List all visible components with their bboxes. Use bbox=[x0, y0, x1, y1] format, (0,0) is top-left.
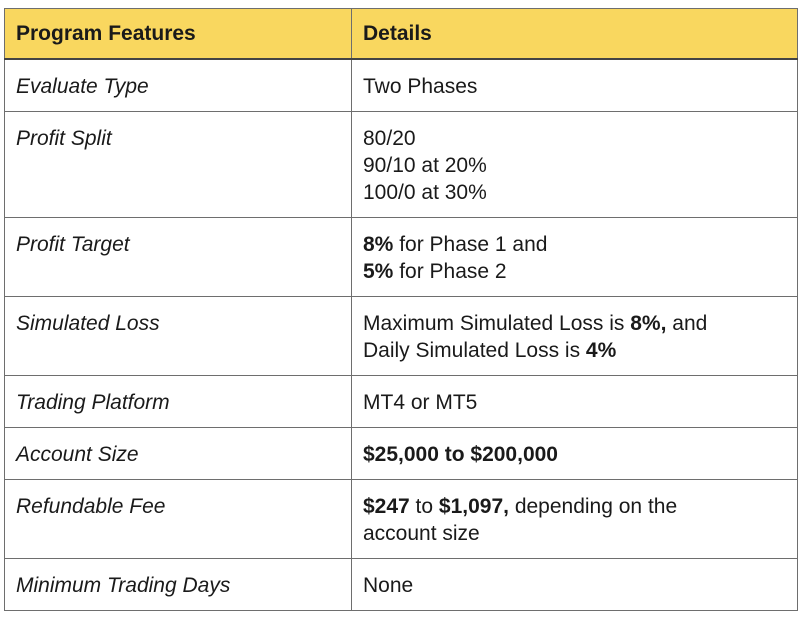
detail-cell: $25,000 to $200,000 bbox=[351, 427, 798, 480]
detail-text: 90/10 at 20% bbox=[363, 154, 487, 177]
detail-cell: MT4 or MT5 bbox=[351, 375, 798, 428]
feature-cell: Profit Split bbox=[4, 111, 352, 218]
detail-cell: 8% for Phase 1 and 5% for Phase 2 bbox=[351, 217, 798, 297]
detail-cell: 80/20 90/10 at 20% 100/0 at 30% bbox=[351, 111, 798, 218]
detail-text: account size bbox=[363, 522, 480, 545]
detail-text: None bbox=[363, 574, 414, 597]
table-body: Evaluate Type Two Phases Profit Split 80/20… bbox=[4, 58, 798, 611]
detail-line: 5% for Phase 2 bbox=[363, 258, 789, 285]
detail-text: for Phase 1 and bbox=[393, 233, 548, 256]
detail-text-bold: $1,097, bbox=[438, 495, 509, 518]
detail-text: Two Phases bbox=[363, 75, 478, 98]
detail-line: 80/20 bbox=[363, 125, 789, 152]
header-details: Details bbox=[351, 8, 798, 60]
detail-text: 100/0 at 30% bbox=[363, 181, 487, 204]
detail-text-bold: 4% bbox=[585, 339, 617, 362]
header-program-features: Program Features bbox=[4, 8, 352, 60]
detail-text-bold: $25,000 to $200,000 bbox=[363, 443, 558, 466]
detail-text-bold: 8% bbox=[363, 233, 394, 256]
program-features-table: Program Features Details Evaluate Type Tw… bbox=[4, 8, 798, 611]
feature-cell: Refundable Fee bbox=[4, 479, 352, 559]
detail-line: MT4 or MT5 bbox=[363, 389, 789, 416]
detail-text: for Phase 2 bbox=[393, 260, 507, 283]
detail-line: None bbox=[363, 572, 789, 599]
feature-cell: Profit Target bbox=[4, 217, 352, 297]
detail-line: account size bbox=[363, 520, 789, 547]
table-row: Account Size $25,000 to $200,000 bbox=[4, 427, 798, 480]
detail-line: $247 to $1,097, depending on the bbox=[363, 493, 789, 520]
detail-line: 90/10 at 20% bbox=[363, 152, 789, 179]
detail-text: to bbox=[409, 495, 439, 518]
feature-cell: Minimum Trading Days bbox=[4, 558, 352, 611]
detail-line: 8% for Phase 1 and bbox=[363, 231, 789, 258]
detail-text: Daily Simulated Loss is bbox=[363, 339, 586, 362]
feature-cell: Trading Platform bbox=[4, 375, 352, 428]
detail-text: 80/20 bbox=[363, 127, 416, 150]
detail-text: Maximum Simulated Loss is bbox=[363, 312, 631, 335]
detail-text-bold: $247 bbox=[363, 495, 410, 518]
table-row: Refundable Fee $247 to $1,097, depending … bbox=[4, 479, 798, 559]
detail-text: depending on the bbox=[508, 495, 678, 518]
detail-cell: Two Phases bbox=[351, 58, 798, 112]
detail-line: 100/0 at 30% bbox=[363, 179, 789, 206]
table-row: Trading Platform MT4 or MT5 bbox=[4, 375, 798, 428]
table-row: Minimum Trading Days None bbox=[4, 558, 798, 611]
feature-cell: Simulated Loss bbox=[4, 296, 352, 376]
table-row: Profit Split 80/20 90/10 at 20% 100/0 at 30… bbox=[4, 111, 798, 218]
detail-cell: Maximum Simulated Loss is 8%, and Daily S… bbox=[351, 296, 798, 376]
feature-cell: Account Size bbox=[4, 427, 352, 480]
detail-text: MT4 or MT5 bbox=[363, 391, 478, 414]
table-row: Profit Target 8% for Phase 1 and 5% for Ph… bbox=[4, 217, 798, 297]
table-row: Simulated Loss Maximum Simulated Loss is … bbox=[4, 296, 798, 376]
detail-text-bold: 8%, bbox=[630, 312, 667, 335]
detail-text: and bbox=[666, 312, 708, 335]
table-header-row: Program Features Details bbox=[4, 8, 798, 60]
detail-cell: None bbox=[351, 558, 798, 611]
program-features-table-container: Program Features Details Evaluate Type Tw… bbox=[4, 8, 798, 611]
detail-cell: $247 to $1,097, depending on the account … bbox=[351, 479, 798, 559]
detail-line: Two Phases bbox=[363, 73, 789, 100]
table-row: Evaluate Type Two Phases bbox=[4, 58, 798, 112]
detail-text-bold: 5% bbox=[363, 260, 394, 283]
detail-line: Daily Simulated Loss is 4% bbox=[363, 337, 789, 364]
detail-line: $25,000 to $200,000 bbox=[363, 441, 789, 468]
detail-line: Maximum Simulated Loss is 8%, and bbox=[363, 310, 789, 337]
feature-cell: Evaluate Type bbox=[4, 58, 352, 112]
